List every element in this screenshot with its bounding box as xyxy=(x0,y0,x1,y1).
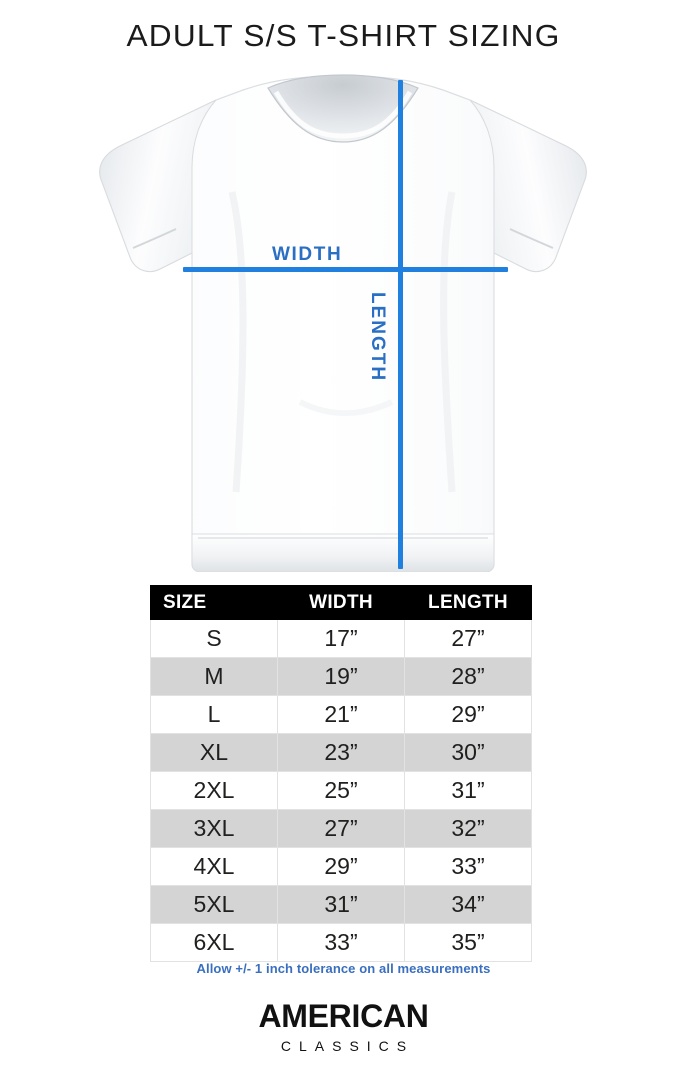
cell-size: 2XL xyxy=(150,771,278,810)
width-label: WIDTH xyxy=(272,244,343,265)
cell-width: 29” xyxy=(277,847,405,886)
length-measure-line xyxy=(398,80,403,569)
table-body: S 17” 27” M 19” 28” L 21” 29” XL 23” 30”… xyxy=(150,619,532,962)
cell-size: XL xyxy=(150,733,278,772)
cell-width: 23” xyxy=(277,733,405,772)
cell-length: 31” xyxy=(404,771,532,810)
tshirt-illustration xyxy=(99,74,587,572)
cell-length: 29” xyxy=(404,695,532,734)
column-header-length: LENGTH xyxy=(404,585,532,620)
table-row: 6XL 33” 35” xyxy=(150,923,532,962)
cell-width: 21” xyxy=(277,695,405,734)
cell-length: 35” xyxy=(404,923,532,962)
cell-size: 3XL xyxy=(150,809,278,848)
cell-width: 31” xyxy=(277,885,405,924)
width-measure-line xyxy=(183,267,508,272)
length-label: LENGTH xyxy=(367,292,388,383)
cell-length: 28” xyxy=(404,657,532,696)
cell-width: 33” xyxy=(277,923,405,962)
table-row: S 17” 27” xyxy=(150,619,532,658)
table-header-row: SIZE WIDTH LENGTH xyxy=(150,585,532,620)
size-chart-table: SIZE WIDTH LENGTH S 17” 27” M 19” 28” L … xyxy=(150,585,532,962)
cell-size: S xyxy=(150,619,278,658)
page-title: ADULT S/S T-SHIRT SIZING xyxy=(126,18,561,53)
table-row: 4XL 29” 33” xyxy=(150,847,532,886)
column-header-size: SIZE xyxy=(150,585,278,620)
cell-length: 33” xyxy=(404,847,532,886)
table-row: XL 23” 30” xyxy=(150,733,532,772)
tshirt-diagram: WIDTH LENGTH xyxy=(0,72,687,572)
brand-name: AMERICAN xyxy=(258,998,429,1034)
table-row: 2XL 25” 31” xyxy=(150,771,532,810)
cell-size: 5XL xyxy=(150,885,278,924)
table-row: L 21” 29” xyxy=(150,695,532,734)
cell-length: 30” xyxy=(404,733,532,772)
brand-tagline: CLASSICS xyxy=(280,1038,415,1054)
column-header-width: WIDTH xyxy=(277,585,405,620)
cell-length: 34” xyxy=(404,885,532,924)
cell-size: L xyxy=(150,695,278,734)
cell-width: 17” xyxy=(277,619,405,658)
cell-width: 27” xyxy=(277,809,405,848)
cell-size: 4XL xyxy=(150,847,278,886)
brand-logo: AMERICAN CLASSICS xyxy=(0,1000,687,1053)
table-row: 3XL 27” 32” xyxy=(150,809,532,848)
table-row: 5XL 31” 34” xyxy=(150,885,532,924)
cell-width: 25” xyxy=(277,771,405,810)
table-row: M 19” 28” xyxy=(150,657,532,696)
cell-size: M xyxy=(150,657,278,696)
cell-width: 19” xyxy=(277,657,405,696)
cell-length: 27” xyxy=(404,619,532,658)
tolerance-note: Allow +/- 1 inch tolerance on all measur… xyxy=(196,961,491,976)
cell-length: 32” xyxy=(404,809,532,848)
cell-size: 6XL xyxy=(150,923,278,962)
table-header: SIZE WIDTH LENGTH xyxy=(150,585,532,620)
